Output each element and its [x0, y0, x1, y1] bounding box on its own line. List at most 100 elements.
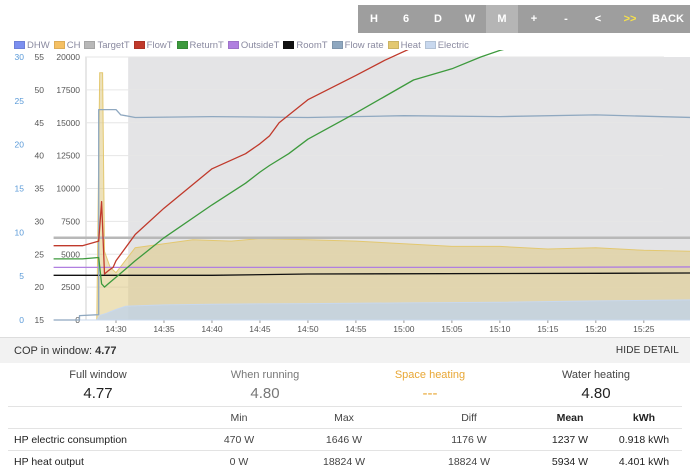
- legend-item-4[interactable]: ReturnT: [176, 38, 224, 52]
- legend-swatch: [53, 41, 65, 49]
- series-roomt: [53, 272, 690, 276]
- flow-tick-label: 20: [15, 140, 25, 150]
- x-tick-label: 14:40: [201, 324, 223, 334]
- toolbar-button-4[interactable]: M: [486, 5, 518, 33]
- toolbar-button-6[interactable]: -: [564, 13, 568, 25]
- legend-item-7[interactable]: Flow rate: [331, 38, 384, 52]
- cop-label: COP in window:: [14, 345, 93, 357]
- power-tick-label: 10000: [56, 184, 80, 194]
- series-electric: [79, 299, 690, 321]
- toolbar-button-5[interactable]: +: [530, 13, 538, 25]
- chart-plot: 0 2500 5000 7500 10000 12500 15000 17500 20000 15…: [15, 50, 690, 334]
- temp-tick-label: 30: [35, 216, 45, 226]
- x-tick-label: 14:45: [249, 324, 271, 334]
- temp-tick-label: 40: [35, 151, 45, 161]
- chart-legend: DHW CH TargetT FlowT ReturnT OutsideT RoomT Flo…: [14, 38, 473, 52]
- legend-swatch: [227, 41, 239, 49]
- power-tick-label: 5000: [61, 249, 80, 259]
- legend-item-2[interactable]: TargetT: [84, 38, 130, 52]
- legend-swatch: [387, 41, 399, 49]
- legend-item-0[interactable]: DHW: [14, 38, 50, 52]
- stats-row: HP heat output 0 W 18824 W 18824 W 5934 W 4.4…: [8, 450, 682, 473]
- stats-cell: 0 W: [229, 455, 249, 468]
- flow-tick-label: 10: [15, 227, 25, 237]
- hide-detail-button[interactable]: HIDE DETAIL: [615, 345, 679, 356]
- legend-swatch: [331, 41, 343, 49]
- flow-tick-label: 0: [19, 315, 24, 325]
- x-tick-label: 14:35: [153, 324, 175, 334]
- stats-header-row: Min Max Diff Mean kWh: [8, 406, 682, 429]
- flow-tick-label: 25: [15, 96, 25, 106]
- toolbar-button-0[interactable]: H: [370, 13, 378, 25]
- stats-cell: HP electric consumption: [14, 433, 128, 446]
- temp-tick-label: 35: [35, 184, 45, 194]
- summary-value: ---: [422, 385, 438, 402]
- legend-item-9[interactable]: Electric: [424, 38, 469, 52]
- toolbar-button-9[interactable]: BACK: [652, 13, 684, 25]
- stats-table: Min Max Diff Mean kWh HP electric consumptio…: [8, 406, 682, 473]
- legend-label: DHW: [27, 39, 50, 51]
- stats-header-2: Max: [334, 411, 354, 424]
- x-tick-label: 15:05: [441, 324, 463, 334]
- cop-bar: COP in window: 4.77 HIDE DETAIL: [0, 337, 690, 363]
- summary-label: Water heating: [561, 369, 631, 381]
- power-tick-label: 20000: [56, 52, 80, 62]
- power-tick-label: 15000: [56, 118, 80, 128]
- stats-cell: 18824 W: [322, 455, 366, 468]
- legend-swatch: [84, 41, 96, 49]
- legend-item-6[interactable]: RoomT: [283, 38, 328, 52]
- toolbar-button-1[interactable]: 6: [402, 13, 410, 25]
- stats-cell: 0.918 kWh: [618, 433, 670, 446]
- legend-label: Electric: [437, 39, 469, 51]
- stats-cell: 5934 W: [551, 455, 589, 468]
- series-flow-rate: [53, 108, 690, 321]
- stats-row: HP electric consumption 470 W 1646 W 1176 W…: [8, 428, 682, 451]
- legend-swatch: [424, 41, 436, 49]
- legend-item-8[interactable]: Heat: [387, 38, 421, 52]
- x-tick-label: 14:55: [345, 324, 367, 334]
- summary-2: Space heating ---: [350, 369, 510, 402]
- x-tick-label: 15:20: [585, 324, 607, 334]
- legend-label: ReturnT: [189, 39, 224, 51]
- temp-tick-label: 20: [35, 282, 45, 292]
- x-tick-label: 15:10: [489, 324, 511, 334]
- x-tick-label: 15:25: [633, 324, 655, 334]
- power-tick-label: 7500: [61, 216, 80, 226]
- stats-cell: 1237 W: [551, 433, 589, 446]
- x-tick-label: 15:00: [393, 324, 415, 334]
- legend-label: TargetT: [97, 39, 130, 51]
- series-outsidet: [53, 266, 690, 269]
- summary-3: Water heating 4.80: [516, 369, 676, 402]
- legend-label: RoomT: [296, 39, 328, 51]
- legend-label: OutsideT: [240, 39, 280, 51]
- toolbar-button-2[interactable]: D: [434, 13, 442, 25]
- legend-swatch: [283, 41, 295, 49]
- summary-1: When running 4.80: [185, 369, 345, 402]
- flow-tick-label: 15: [15, 184, 25, 194]
- stats-header-3: Diff: [461, 411, 477, 424]
- legend-item-3[interactable]: FlowT: [133, 38, 173, 52]
- summary-value: 4.80: [581, 385, 611, 402]
- power-tick-label: 12500: [56, 151, 80, 161]
- legend-swatch: [133, 41, 145, 49]
- x-tick-label: 14:50: [297, 324, 319, 334]
- legend-item-5[interactable]: OutsideT: [227, 38, 280, 52]
- toolbar-button-7[interactable]: <: [594, 13, 602, 25]
- temp-tick-label: 50: [35, 85, 45, 95]
- toolbar-button-8[interactable]: >>: [623, 13, 637, 25]
- legend-label: CH: [66, 39, 81, 51]
- cop-value: 4.77: [95, 345, 117, 357]
- toolbar-button-3[interactable]: W: [464, 13, 476, 25]
- stats-cell: 1646 W: [325, 433, 363, 446]
- temp-tick-label: 45: [35, 118, 45, 128]
- stats-cell: 4.401 kWh: [618, 455, 670, 468]
- summary-value: 4.77: [83, 385, 113, 402]
- legend-label: FlowT: [146, 39, 173, 51]
- legend-label: Flow rate: [344, 39, 384, 51]
- legend-item-1[interactable]: CH: [53, 38, 81, 52]
- summary-panel: Full window 4.77 When running 4.80 Space hea…: [0, 363, 690, 475]
- toolbar: H 6 D W M + - < >> BACK: [0, 0, 690, 37]
- power-tick-label: 2500: [61, 282, 80, 292]
- temp-tick-label: 25: [35, 249, 45, 259]
- series-flowt: [53, 50, 409, 275]
